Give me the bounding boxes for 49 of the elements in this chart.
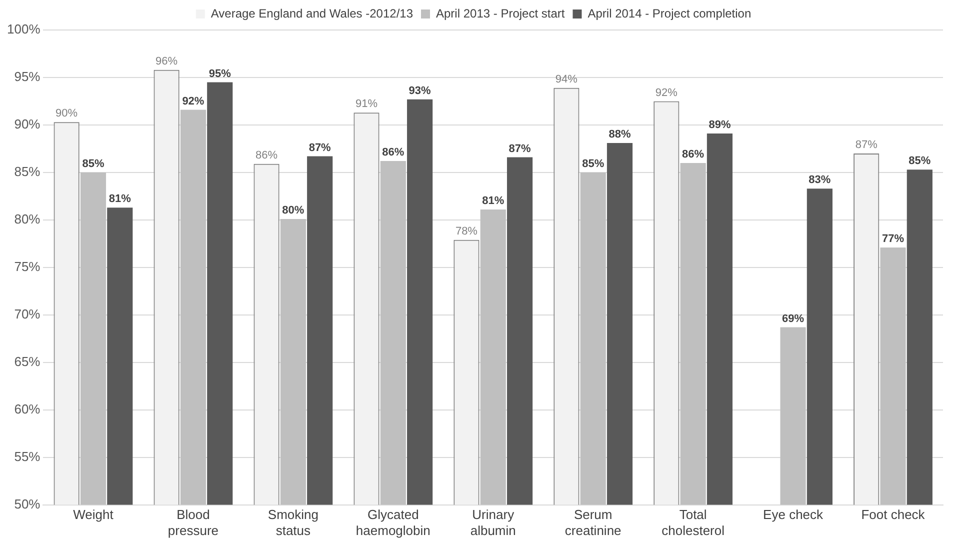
data-label: 85% [582, 158, 604, 170]
data-label: 87% [308, 142, 332, 154]
data-label: 87% [855, 138, 878, 151]
y-tick-label: 50% [14, 496, 41, 512]
y-tick-label: 90% [14, 116, 41, 132]
data-label: 96% [156, 55, 178, 68]
legend-label: April 2014 - Project completion [588, 6, 752, 20]
data-label: 89% [708, 119, 731, 132]
data-label: 93% [408, 84, 432, 97]
data-label: 81% [108, 193, 132, 206]
data-label: 77% [882, 232, 904, 245]
y-tick-label: 75% [14, 258, 41, 274]
y-tick-label: 95% [14, 69, 41, 84]
x-tick-label: Foot check [861, 507, 926, 522]
y-tick-label: 100% [7, 22, 41, 37]
legend-label: Average England and Wales -2012/13 [210, 6, 414, 20]
data-label: 78% [455, 225, 478, 238]
legend-label: April 2013 - Project start [436, 6, 566, 20]
y-tick-label: 55% [14, 448, 41, 464]
data-label: 91% [355, 98, 378, 110]
data-label: 86% [256, 149, 278, 162]
y-tick-label: 65% [14, 354, 41, 369]
y-tick-label: 80% [14, 212, 41, 226]
x-tick-label: Serum creatinine [564, 507, 622, 538]
x-tick-label: Glycated haemoglobin [356, 507, 430, 538]
data-label: 83% [808, 174, 831, 186]
data-label: 90% [56, 108, 78, 120]
data-label: 86% [682, 148, 704, 160]
data-label: 85% [82, 158, 104, 170]
x-tick-label: Eye check [763, 507, 824, 522]
data-label: 92% [655, 86, 678, 99]
x-tick-label: Smoking status [268, 507, 318, 538]
y-tick-label: 85% [14, 164, 41, 180]
data-label: 81% [482, 195, 504, 208]
x-tick-label: Blood pressure [168, 507, 218, 538]
data-label: 87% [508, 142, 532, 155]
y-tick-label: 60% [14, 401, 41, 416]
data-label: 95% [208, 68, 232, 80]
x-tick-label: Weight [73, 507, 114, 522]
data-label: 86% [382, 146, 404, 159]
data-label: 88% [608, 128, 631, 141]
x-tick-label: Urinary albumin [470, 507, 516, 538]
data-label: 85% [908, 155, 931, 168]
data-label: 69% [782, 312, 804, 325]
y-tick-label: 70% [14, 306, 41, 322]
data-label: 92% [182, 95, 204, 108]
x-tick-label: Total cholesterol [662, 507, 725, 538]
data-label: 80% [282, 204, 304, 216]
data-label: 94% [555, 73, 578, 86]
